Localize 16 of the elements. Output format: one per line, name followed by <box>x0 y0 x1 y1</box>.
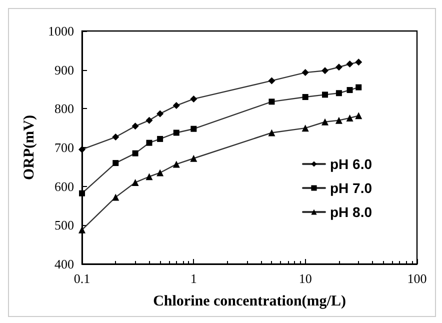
y-tick-label: 1000 <box>48 24 74 38</box>
x-tick-label: 100 <box>407 271 427 286</box>
x-tick-label: 10 <box>298 271 312 286</box>
legend-label: pH 8.0 <box>330 204 372 220</box>
legend-label: pH 6.0 <box>330 156 372 172</box>
y-tick-label: 600 <box>54 178 74 194</box>
x-tick-label: 1 <box>190 271 197 286</box>
y-tick-label: 700 <box>54 140 74 155</box>
y-tick-label: 500 <box>54 218 74 233</box>
y-tick-label: 800 <box>54 101 74 116</box>
legend-label: pH 7.0 <box>330 180 372 196</box>
y-tick-label: 400 <box>54 256 74 272</box>
x-tick-label: 0.1 <box>74 271 90 286</box>
y-tick-label: 900 <box>54 62 74 78</box>
y-axis-title: ORP(mV) <box>22 115 38 180</box>
x-axis-title: Chlorine concentration(mg/L) <box>153 294 346 310</box>
